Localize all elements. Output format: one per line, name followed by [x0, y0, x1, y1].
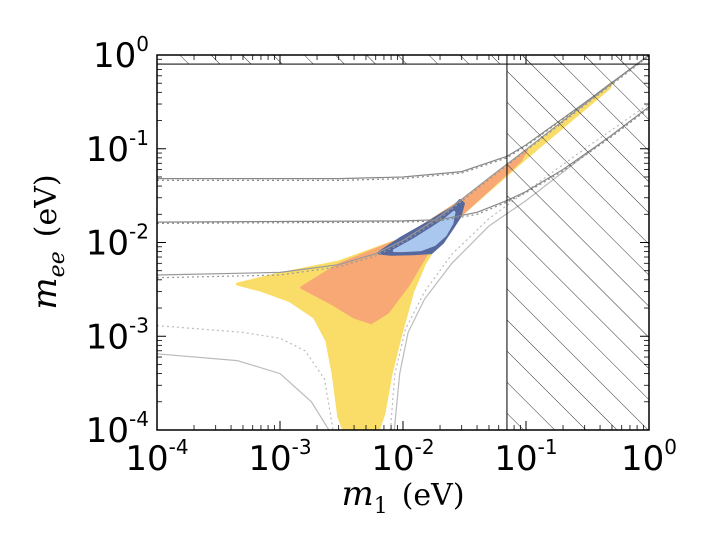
- y-tick-exponent: -4: [129, 407, 149, 431]
- x-tick-exponent: -3: [292, 435, 312, 459]
- x-tick-label: 10-1: [494, 435, 557, 479]
- x-tick-exponent: 0: [664, 435, 677, 459]
- steep-dotted-curve: [157, 325, 334, 430]
- x-tick-exponent: -1: [538, 435, 558, 459]
- x-tick-exponent: -2: [415, 435, 435, 459]
- y-axis-label-group: mee (eV): [25, 174, 70, 309]
- steep-solid-curve: [157, 353, 330, 430]
- x-tick-base: 10: [494, 439, 537, 479]
- y-tick-label: 10-4: [86, 407, 149, 451]
- y-tick-label: 10-2: [86, 220, 149, 264]
- y-axis-symbol: m: [25, 277, 65, 309]
- exclusion-layer: [157, 55, 649, 430]
- light-blue-region: [392, 210, 456, 253]
- y-tick-base: 10: [86, 411, 129, 451]
- y-tick-exponent: -2: [129, 220, 149, 244]
- y-tick-exponent: -1: [129, 126, 149, 150]
- x-axis-unit: (eV): [402, 478, 465, 513]
- x-tick-label: 10-2: [371, 435, 434, 479]
- x-tick-base: 10: [125, 439, 168, 479]
- y-tick-base: 10: [86, 224, 129, 264]
- x-axis-subscript: 1: [374, 494, 388, 519]
- y-axis-subscript: ee: [45, 251, 70, 277]
- m1-exclusion: [506, 55, 649, 430]
- x-tick-exponent: -4: [169, 435, 189, 459]
- y-tick-label: 10-3: [86, 313, 149, 357]
- x-tick-label: 10-4: [125, 435, 188, 479]
- regions-layer: [235, 81, 614, 430]
- y-axis-label: mee (eV): [25, 174, 70, 309]
- y-tick-base: 10: [93, 36, 136, 76]
- y-axis-unit: (eV): [29, 174, 64, 237]
- x-tick-label: 100: [621, 435, 677, 479]
- x-tick-label: 10-3: [248, 435, 311, 479]
- x-axis-label: m1 (eV): [341, 474, 464, 519]
- y-tick-label: 100: [93, 32, 149, 76]
- x-axis-symbol: m: [341, 474, 373, 514]
- x-tick-base: 10: [621, 439, 664, 479]
- y-tick-base: 10: [86, 317, 129, 357]
- y-tick-base: 10: [86, 130, 129, 170]
- y-tick-exponent: 0: [136, 32, 149, 56]
- x-tick-base: 10: [371, 439, 414, 479]
- y-tick-exponent: -3: [129, 313, 149, 337]
- y-tick-label: 10-1: [86, 126, 149, 170]
- x-tick-base: 10: [248, 439, 291, 479]
- plot-area: [157, 55, 649, 430]
